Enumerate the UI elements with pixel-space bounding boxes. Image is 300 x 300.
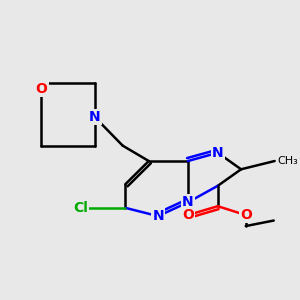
Text: N: N [152,209,164,223]
Text: N: N [89,110,100,124]
Text: O: O [36,82,47,96]
Text: N: N [182,195,194,209]
Text: Cl: Cl [73,201,88,215]
Text: CH₃: CH₃ [277,156,298,166]
Text: N: N [212,146,224,160]
Text: O: O [240,208,252,222]
Text: O: O [182,208,194,222]
